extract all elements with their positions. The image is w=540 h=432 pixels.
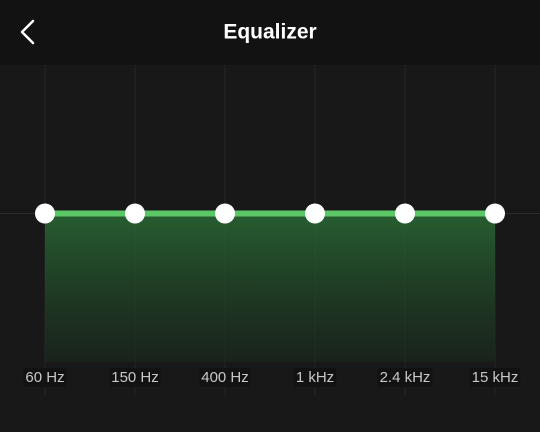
eq-handle[interactable]	[485, 203, 505, 224]
label-background	[109, 367, 161, 387]
x-tick: 150 Hz	[109, 367, 161, 387]
x-tick-label: 1 kHz	[296, 369, 334, 386]
back-button[interactable]	[20, 19, 35, 45]
x-tick-label: 60 Hz	[25, 369, 64, 386]
x-tick-label: 2.4 kHz	[380, 369, 431, 386]
x-tick-label: 400 Hz	[201, 369, 249, 386]
chart: 60 Hz 150 Hz 400 Hz 1 kHz 2.4 kHz 15 kHz	[0, 65, 540, 395]
x-tick: 400 Hz	[199, 367, 251, 387]
x-tick: 60 Hz	[23, 367, 67, 387]
eq-area	[45, 213, 495, 362]
x-tick: 15 kHz	[469, 367, 521, 387]
eq-handle[interactable]	[305, 203, 325, 224]
x-tick-label: 15 kHz	[472, 369, 519, 386]
eq-handle[interactable]	[35, 203, 55, 224]
x-tick: 2.4 kHz	[377, 367, 433, 387]
label-background	[469, 367, 521, 387]
header-bar	[0, 0, 540, 65]
label-background	[377, 367, 433, 387]
x-tick-label: 150 Hz	[111, 369, 159, 386]
label-background	[23, 367, 67, 387]
x-tick: 1 kHz	[293, 367, 337, 387]
label-background	[199, 367, 251, 387]
eq-handle[interactable]	[395, 203, 415, 224]
screen-title: Equalizer	[223, 21, 316, 44]
eq-handle[interactable]	[125, 203, 145, 224]
eq-handle[interactable]	[215, 203, 235, 224]
label-background	[293, 367, 337, 387]
